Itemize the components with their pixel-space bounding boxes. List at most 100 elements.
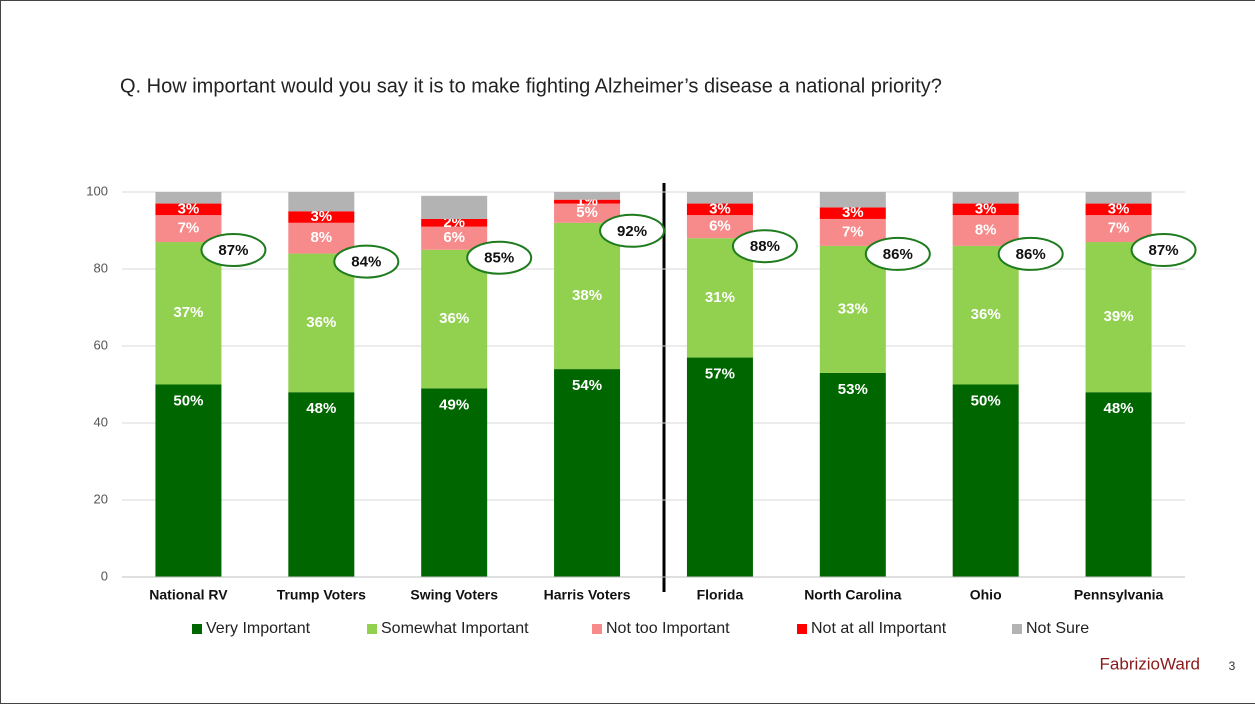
bar-segment xyxy=(819,192,886,208)
total-label: 88% xyxy=(750,238,780,255)
x-tick-label: North Carolina xyxy=(804,587,901,603)
data-label: 48% xyxy=(306,400,336,417)
bar-segment xyxy=(686,357,753,577)
total-label: 86% xyxy=(883,246,913,263)
chart-title: Q. How important would you say it is to … xyxy=(120,75,942,97)
data-label: 3% xyxy=(310,208,332,225)
bar-segment xyxy=(686,203,753,216)
data-label: 50% xyxy=(173,392,203,409)
bar-segment xyxy=(554,199,621,204)
bar-segment xyxy=(421,388,488,577)
data-label: 50% xyxy=(971,392,1001,409)
bar-segment xyxy=(1085,203,1152,216)
data-label: 37% xyxy=(173,304,203,321)
bar-segment xyxy=(155,215,222,243)
legend-label: Not too Important xyxy=(606,620,730,637)
data-label: 53% xyxy=(838,381,868,398)
bar-segment xyxy=(288,222,355,254)
legend-label: Somewhat Important xyxy=(381,620,529,637)
data-label: 36% xyxy=(439,310,469,327)
bar-segment xyxy=(952,384,1019,577)
bar-segment xyxy=(1085,192,1152,204)
bar-segment xyxy=(288,211,355,223)
bar-segment xyxy=(819,245,886,373)
data-label: 3% xyxy=(178,200,200,217)
data-label: 38% xyxy=(572,287,602,304)
y-tick-label: 80 xyxy=(94,260,108,275)
total-label: 87% xyxy=(218,242,248,259)
bar-segment xyxy=(288,392,355,577)
bar-segment xyxy=(952,245,1019,385)
legend-swatch xyxy=(192,624,202,634)
bar-segment xyxy=(421,226,488,250)
bar-segment xyxy=(1085,242,1152,393)
data-label: 8% xyxy=(975,221,997,238)
bar-segment xyxy=(421,249,488,389)
bar-segment xyxy=(421,218,488,227)
y-tick-label: 60 xyxy=(94,337,108,352)
bar-segment xyxy=(952,192,1019,204)
bar-segment xyxy=(1085,215,1152,243)
total-label: 92% xyxy=(617,223,647,240)
data-label: 48% xyxy=(1104,400,1134,417)
x-tick-label: Swing Voters xyxy=(410,587,498,603)
y-tick-label: 20 xyxy=(94,491,108,506)
bar-segment xyxy=(155,384,222,577)
data-label: 7% xyxy=(842,223,864,240)
data-label: 6% xyxy=(443,229,465,246)
bar-segment xyxy=(155,203,222,216)
x-tick-label: Harris Voters xyxy=(544,587,631,603)
data-label: 7% xyxy=(178,220,200,237)
data-label: 5% xyxy=(576,204,598,221)
bar-segment xyxy=(554,192,621,200)
total-oval xyxy=(200,233,267,268)
bar-segment xyxy=(421,195,488,219)
legend-swatch xyxy=(367,624,377,634)
page-number: 3 xyxy=(1229,659,1236,673)
legend-swatch xyxy=(1012,624,1022,634)
total-oval xyxy=(599,213,666,248)
total-oval xyxy=(731,229,798,264)
legend-label: Not Sure xyxy=(1026,620,1089,637)
bar-segment xyxy=(288,253,355,393)
data-label: 3% xyxy=(709,200,731,217)
bar-segment xyxy=(288,192,355,212)
legend-swatch xyxy=(592,624,602,634)
total-oval xyxy=(997,236,1064,271)
total-label: 87% xyxy=(1149,242,1179,259)
data-label: 49% xyxy=(439,396,469,413)
legend-label: Very Important xyxy=(206,620,311,637)
data-label: 33% xyxy=(838,300,868,317)
legend-label: Not at all Important xyxy=(811,620,947,637)
data-label: 57% xyxy=(705,366,735,383)
total-label: 85% xyxy=(484,250,514,267)
y-tick-label: 40 xyxy=(94,414,108,429)
bar-segment xyxy=(952,215,1019,246)
data-label: 36% xyxy=(971,306,1001,323)
bar-segment xyxy=(686,215,753,239)
total-oval xyxy=(864,236,931,271)
x-tick-label: Trump Voters xyxy=(277,587,366,603)
total-oval xyxy=(1130,233,1197,268)
bar-segment xyxy=(819,218,886,246)
y-tick-label: 0 xyxy=(101,568,108,583)
data-label: 31% xyxy=(705,289,735,306)
data-label: 8% xyxy=(310,229,332,246)
bar-segment xyxy=(952,203,1019,216)
data-label: 3% xyxy=(842,204,864,221)
total-oval xyxy=(333,244,400,279)
bar-segment xyxy=(554,369,621,577)
x-tick-label: National RV xyxy=(149,587,228,603)
bar-segment xyxy=(819,372,886,577)
data-label: 3% xyxy=(975,200,997,217)
total-label: 86% xyxy=(1016,246,1046,263)
data-label: 54% xyxy=(572,377,602,394)
x-tick-label: Pennsylvania xyxy=(1074,587,1164,603)
x-tick-label: Florida xyxy=(697,587,744,603)
bar-segment xyxy=(155,192,222,204)
data-label: 39% xyxy=(1104,308,1134,325)
data-label: 3% xyxy=(1108,200,1130,217)
x-tick-label: Ohio xyxy=(970,587,1002,603)
